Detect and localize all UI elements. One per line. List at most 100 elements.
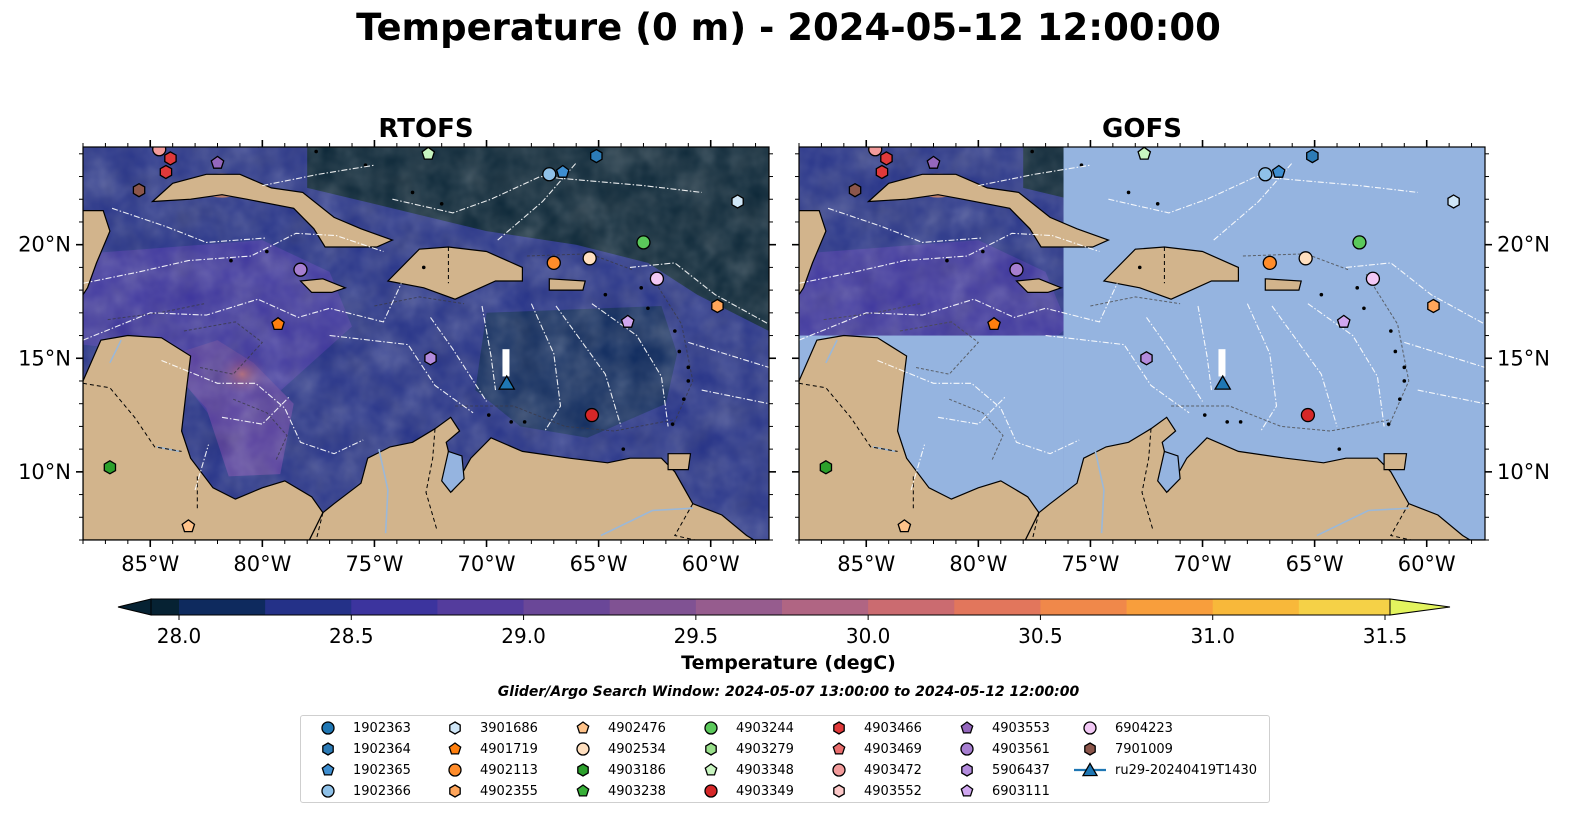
legend-marker-icon [448,763,462,777]
rtofs-marker-6904223 [649,271,665,286]
colorbar-tick-label: 29.0 [501,624,546,648]
colorbar-tick-label: 28.0 [157,624,202,648]
legend-marker-icon [448,742,462,755]
rtofs-florida [216,147,259,149]
rtofs-lat-tick-label: 15°N [18,346,71,370]
rtofs-marker-4903553 [210,155,225,169]
legend-item-4903472: 4903472 [822,760,922,780]
gofs-frame [798,146,1486,541]
gofs-marker-5906437 [1140,351,1153,366]
gofs-lon-tick-label: 60°W [1398,552,1456,576]
gofs-marker-4903553 [926,155,941,169]
rtofs-lon-tick-label: 70°W [458,552,516,576]
colorbar-segment [782,599,869,615]
legend-marker-icon [576,742,590,756]
rtofs-lat-tick-label: 10°N [18,460,71,484]
gofs-marker-4903348 [1137,147,1152,160]
legend-marker-icon [449,784,461,798]
legend-item-4903553: 4903553 [950,718,1050,738]
legend-label: 4903472 [864,762,922,778]
colorbar-segment [1040,599,1128,615]
legend-item-4903466: 4903466 [822,718,922,738]
rtofs-marker-1902364 [590,148,603,164]
gofs-marker-7901009 [848,182,862,198]
legend-item-7901009: 7901009 [1073,739,1173,759]
gofs-marker-1902366 [1258,167,1273,182]
rtofs-panel: RTOFS 85°W 80°W 75°W 70°W 65°W 60°W 10°N 15°N 20°… [18,114,776,576]
legend-label: 5906437 [992,762,1050,778]
gofs-florida [932,147,975,149]
colorbar-tick-label: 29.5 [674,624,719,648]
gofs-marker-4902113 [1262,255,1277,271]
legend-item-4902355: 4902355 [438,781,538,801]
legend-marker-icon [705,742,717,756]
rtofs-lat-tick-label: 20°N [18,233,71,257]
gofs-marker-4903466-1 [875,164,889,180]
legend-label: 4903552 [864,783,922,799]
rtofs-lake-maracaibo [441,450,465,494]
gofs-trinidad [1383,453,1408,471]
legend-label: 6903111 [992,783,1050,799]
gofs-panel-title: GOFS [1102,114,1182,144]
legend-marker-icon [960,721,974,734]
rtofs-marker-5906437 [424,351,437,366]
gofs-marker-3901686 [1447,194,1460,209]
legend-label: 4903348 [736,762,794,778]
rtofs-south-america [308,416,769,540]
legend-label: 4902534 [608,741,666,757]
rtofs-lon-tick-label: 80°W [233,552,291,576]
legend-item-1902363: 1902363 [311,718,411,738]
legend-marker-icon [321,784,335,798]
legend: 1902363 1902364 1902365 1902366 3901686 49017… [300,715,1270,803]
legend-item-1902364: 1902364 [311,739,411,759]
rtofs-marker-ru29-20240419T1430 [497,374,516,390]
colorbar-tick-label: 30.5 [1018,624,1063,648]
rtofs-marker-7901009 [132,182,146,198]
legend-label: 4903244 [736,720,794,736]
legend-item-4903244: 4903244 [694,718,794,738]
rtofs-land [83,147,769,540]
rtofs-marker-4903466-0 [164,151,177,166]
gofs-lon-tick-label: 65°W [1286,552,1344,576]
legend-label: 4902355 [480,783,538,799]
colorbar-segment [868,599,955,615]
legend-label: 4903561 [992,741,1050,757]
legend-marker-icon [833,721,845,735]
rtofs-lon-tick-label: 60°W [682,552,740,576]
gofs-jamaica [1015,278,1064,293]
legend-marker-icon [576,721,590,734]
rtofs-panel-title: RTOFS [378,114,473,144]
legend-item-3901686: 3901686 [438,718,538,738]
colorbar-segment [523,599,611,615]
legend-item-4901719: 4901719 [438,739,538,759]
legend-marker-icon [1074,762,1106,777]
rtofs-float-markers [103,147,744,533]
gofs-marker-4903349 [1300,407,1316,423]
rtofs-frame [82,146,770,541]
gofs-hispaniola [1102,246,1239,300]
legend-label: 1902365 [353,762,411,778]
legend-item-4902113: 4902113 [438,760,538,780]
colorbar-segment [695,599,783,615]
legend-marker-icon [1084,742,1096,756]
legend-item-4903238: 4903238 [566,781,666,801]
colorbar-extend-high [1389,598,1451,616]
legend-label: 4903466 [864,720,922,736]
gofs-lon-tick-label: 75°W [1061,552,1119,576]
legend-item-4903469: 4903469 [822,739,922,759]
gofs-panel: GOFS 85°W 80°W 75°W 70°W 65°W 60°W 10°N 15°N 20°N [792,114,1550,576]
rtofs-marker-4902355 [711,298,724,314]
legend-marker-icon [449,721,461,735]
gofs-marker-4902355 [1427,298,1440,314]
rtofs-marker-4901719 [271,316,285,331]
rtofs-marker-4902113 [546,255,561,271]
colorbar-tick-label: 28.5 [329,624,374,648]
rtofs-glider-track [502,349,510,377]
rtofs-marker-4903244 [636,235,651,250]
rtofs-marker-4902476 [181,519,196,533]
colorbar-segment [1298,599,1386,615]
colorbar-tick-label: 30.0 [846,624,891,648]
gofs-lon-tick-label: 70°W [1174,552,1232,576]
legend-label: 4901719 [480,741,538,757]
